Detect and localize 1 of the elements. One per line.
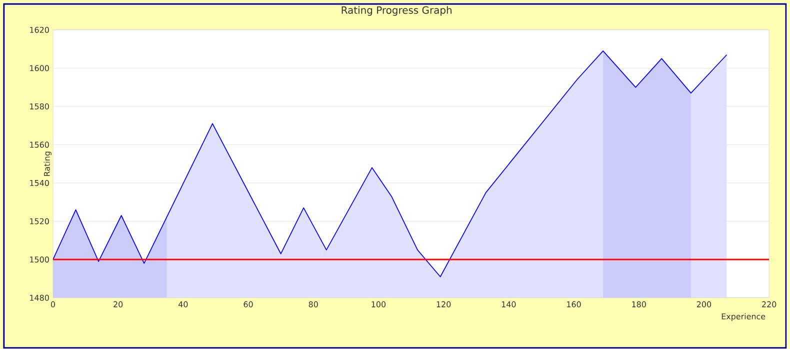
chart-title: Rating Progress Graph: [342, 6, 452, 16]
